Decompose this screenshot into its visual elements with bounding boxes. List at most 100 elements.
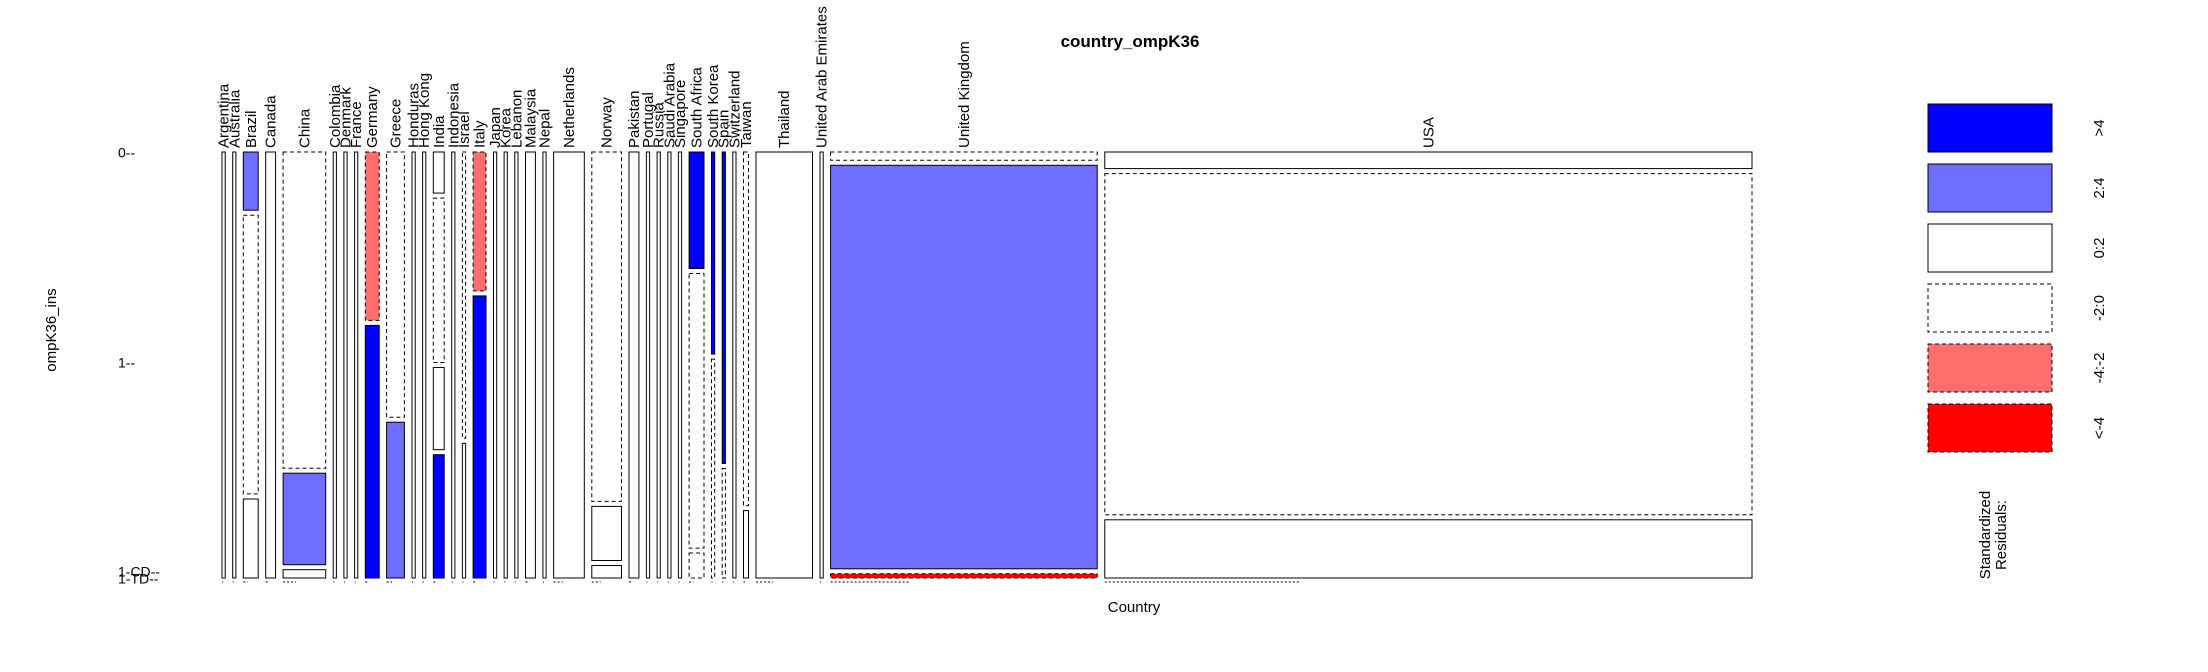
mosaic-cell-1 (343, 151, 348, 579)
column-portugal (645, 151, 651, 583)
x-tick-label: France (348, 101, 365, 148)
mosaic-cell-1 (1104, 173, 1753, 516)
mosaic-cell-0 (282, 151, 327, 469)
legend-swatch (1927, 103, 2053, 153)
mosaic-cell-1 (677, 151, 683, 579)
legend-label: -4:-2 (2091, 353, 2108, 384)
x-tick-label: Denmark (338, 87, 355, 148)
column-australia (232, 151, 237, 583)
x-tick-label: Indonesia (445, 82, 462, 148)
x-tick-label: Australia (226, 89, 243, 148)
mosaic-cell-1 (472, 295, 487, 579)
column-korea (503, 151, 508, 583)
mosaic-cell-1-TD (432, 454, 445, 579)
column-saudi-arabia (667, 151, 672, 583)
x-tick-label: Russia (651, 101, 668, 148)
column-israel (461, 151, 467, 583)
mosaic-cell-1 (732, 151, 737, 579)
mosaic-cell-1 (667, 151, 672, 579)
mosaic-cell-1 (411, 151, 416, 579)
mosaic-cell-1 (232, 151, 237, 579)
x-tick-label: Germany (364, 86, 381, 148)
column-switzerland (732, 151, 737, 583)
mosaic-cell-0 (591, 151, 622, 502)
x-tick-label: Colombia (327, 84, 344, 148)
column-spain (721, 151, 726, 583)
x-tick-label: Italy (472, 120, 489, 148)
y-tick-1: 1-- (118, 355, 135, 371)
mosaic-cell-1 (332, 151, 337, 579)
column-honduras (411, 151, 416, 583)
x-tick-label: Saudi Arabia (661, 62, 678, 148)
x-tick-label: Nepal (536, 109, 553, 148)
mosaic-cell-1-CD (432, 367, 445, 451)
x-tick-label: Malaysia (522, 88, 539, 148)
mosaic-cell-1 (503, 151, 508, 579)
legend-title: StandardizedResiduals: (1977, 491, 2010, 579)
x-tick-label: United Kingdom (956, 41, 973, 148)
column-canada (265, 151, 277, 583)
y-tick-0: 0-- (118, 145, 135, 161)
mosaic-cell-1 (525, 151, 536, 579)
mosaic-cell-1 (743, 510, 749, 579)
legend-swatch (1927, 343, 2053, 393)
mosaic-cell-1 (628, 151, 640, 579)
mosaic-cell-1 (830, 164, 1098, 570)
legend-label: >4 (2091, 119, 2108, 136)
x-tick-label: Korea (498, 107, 515, 148)
mosaic-cell-0 (472, 151, 487, 292)
column-norway (591, 151, 622, 583)
column-denmark (343, 151, 348, 583)
mosaic-cell-0 (364, 151, 380, 321)
x-tick-label: Lebanon (508, 90, 525, 148)
legend-swatch (1927, 283, 2053, 333)
x-tick-label: Greece (388, 99, 405, 148)
column-usa (1104, 151, 1753, 583)
column-indonesia (451, 151, 456, 583)
mosaic-cell-1 (553, 151, 585, 579)
x-tick-label: Norway (599, 97, 616, 148)
x-tick-label: USA (1420, 117, 1437, 148)
mosaic-cell-0 (743, 151, 749, 507)
mosaic-cell-1-CD (591, 565, 622, 579)
mosaic-cell-1 (364, 324, 380, 579)
x-tick-label: South Korea (705, 64, 722, 148)
x-tick-label: Pakistan (626, 90, 643, 148)
mosaic-cell-1 (493, 151, 498, 579)
mosaic-cell-0 (830, 151, 1098, 161)
x-tick-label: Taiwan (738, 101, 755, 148)
mosaic-cell-0 (432, 151, 445, 194)
mosaic-cell-1 (721, 468, 726, 579)
x-tick-label: Switzerland (726, 70, 743, 148)
column-greece (386, 151, 405, 583)
x-tick-label: Israel (456, 111, 473, 148)
x-tick-label: Canada (263, 95, 280, 148)
legend-swatch (1927, 223, 2053, 273)
mosaic-cell-1 (354, 151, 359, 579)
column-united-kingdom (830, 151, 1098, 583)
mosaic-cell-1 (432, 197, 445, 363)
mosaic-cell-1 (282, 472, 327, 566)
x-tick-label: China (296, 108, 313, 148)
column-india (432, 151, 445, 583)
x-tick-label: Spain (716, 110, 733, 148)
legend-label: <-4 (2091, 417, 2108, 439)
x-tick-label: Thailand (776, 90, 793, 148)
mosaic-cell-1 (711, 358, 716, 579)
x-tick-label: Japan (487, 107, 504, 148)
mosaic-cell-1 (514, 151, 519, 579)
mosaic-cell-1 (591, 505, 622, 561)
x-tick-label: United Arab Emirates (814, 6, 831, 148)
legend-label: -2:0 (2091, 295, 2108, 321)
column-south-africa (688, 151, 705, 583)
column-france (354, 151, 359, 583)
column-italy (472, 151, 487, 583)
y-tick-1-TD: 1-TD-- (118, 571, 159, 587)
chart-title: country_ompK36 (1061, 32, 1200, 51)
y-tick-labels: 0-- 1-- 1-CD--1-TD-- (118, 145, 160, 587)
mosaic-cell-1 (451, 151, 456, 579)
x-tick-label: Argentina (216, 83, 233, 148)
legend: >4 2:4 0:2 -2:0 -4:-2 <-4 StandardizedResidua… (1927, 103, 2108, 579)
mosaic-cell-1-CD (688, 552, 705, 579)
